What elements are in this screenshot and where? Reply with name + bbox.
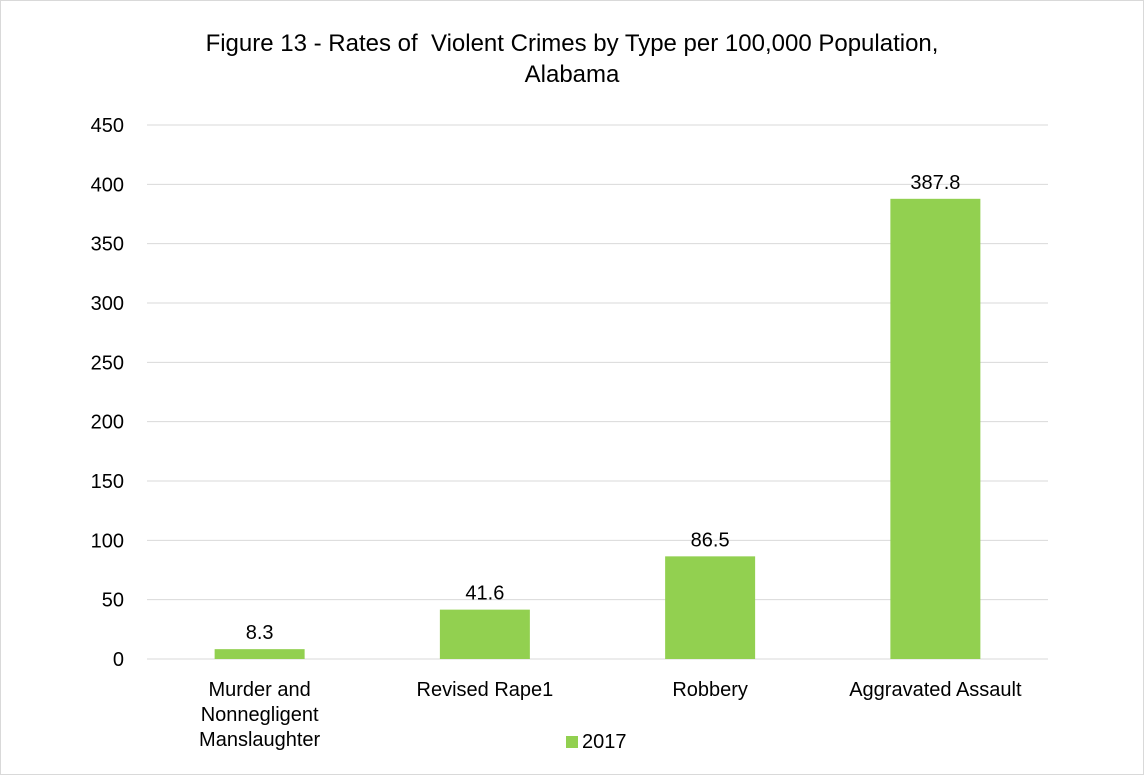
bar-2 (665, 556, 756, 659)
x-tick-label-0: Murder and Nonnegligent Manslaughter (199, 679, 321, 751)
y-tick-label-400: 400 (91, 174, 124, 196)
x-tick-label-2: Robbery (672, 679, 748, 701)
legend-label: 2017 (582, 730, 627, 753)
x-tick-label-3: Aggravated Assault (849, 679, 1022, 701)
data-label-0: 8.3 (246, 622, 274, 644)
legend: 2017 (566, 729, 627, 755)
data-label-1: 41.6 (465, 583, 504, 605)
chart-title-line-2: Alabama (524, 61, 620, 88)
x-tick-label-line: Robbery (672, 679, 748, 701)
x-tick-label-line: Aggravated Assault (849, 679, 1022, 701)
bar-3 (890, 198, 981, 659)
chart-title: Figure 13 - Rates of Violent Crimes by T… (0, 28, 1144, 90)
data-label-2: 86.5 (691, 529, 730, 551)
y-tick-label-50: 50 (102, 590, 124, 612)
x-tick-label-line: Manslaughter (199, 729, 321, 751)
legend-swatch (566, 736, 578, 748)
data-labels: 8.3 41.6 86.5 387.8 (246, 172, 961, 644)
y-tick-label-200: 200 (91, 412, 124, 434)
x-tick-label-line: Nonnegligent (201, 704, 319, 726)
chart-title-line-1: Figure 13 - Rates of Violent Crimes by T… (205, 30, 939, 57)
x-tick-label-1: Revised Rape1 (417, 679, 554, 701)
y-tick-label-150: 150 (91, 471, 124, 493)
y-tick-label-300: 300 (91, 293, 124, 315)
y-tick-label-250: 250 (91, 352, 124, 374)
y-tick-label-350: 350 (91, 234, 124, 256)
bars (214, 198, 981, 659)
x-tick-label-line: Murder and (208, 679, 310, 701)
y-axis-ticks: 0 50 100 150 200 250 300 350 400 450 (91, 115, 124, 671)
y-tick-label-450: 450 (91, 115, 124, 137)
bar-1 (439, 609, 530, 659)
x-tick-label-line: Revised Rape1 (417, 679, 554, 701)
y-tick-label-100: 100 (91, 530, 124, 552)
bar-0 (214, 649, 305, 659)
y-tick-label-0: 0 (113, 649, 124, 671)
data-label-3: 387.8 (910, 172, 960, 194)
x-axis-ticks: Murder and Nonnegligent Manslaughter Revise… (199, 679, 1022, 751)
